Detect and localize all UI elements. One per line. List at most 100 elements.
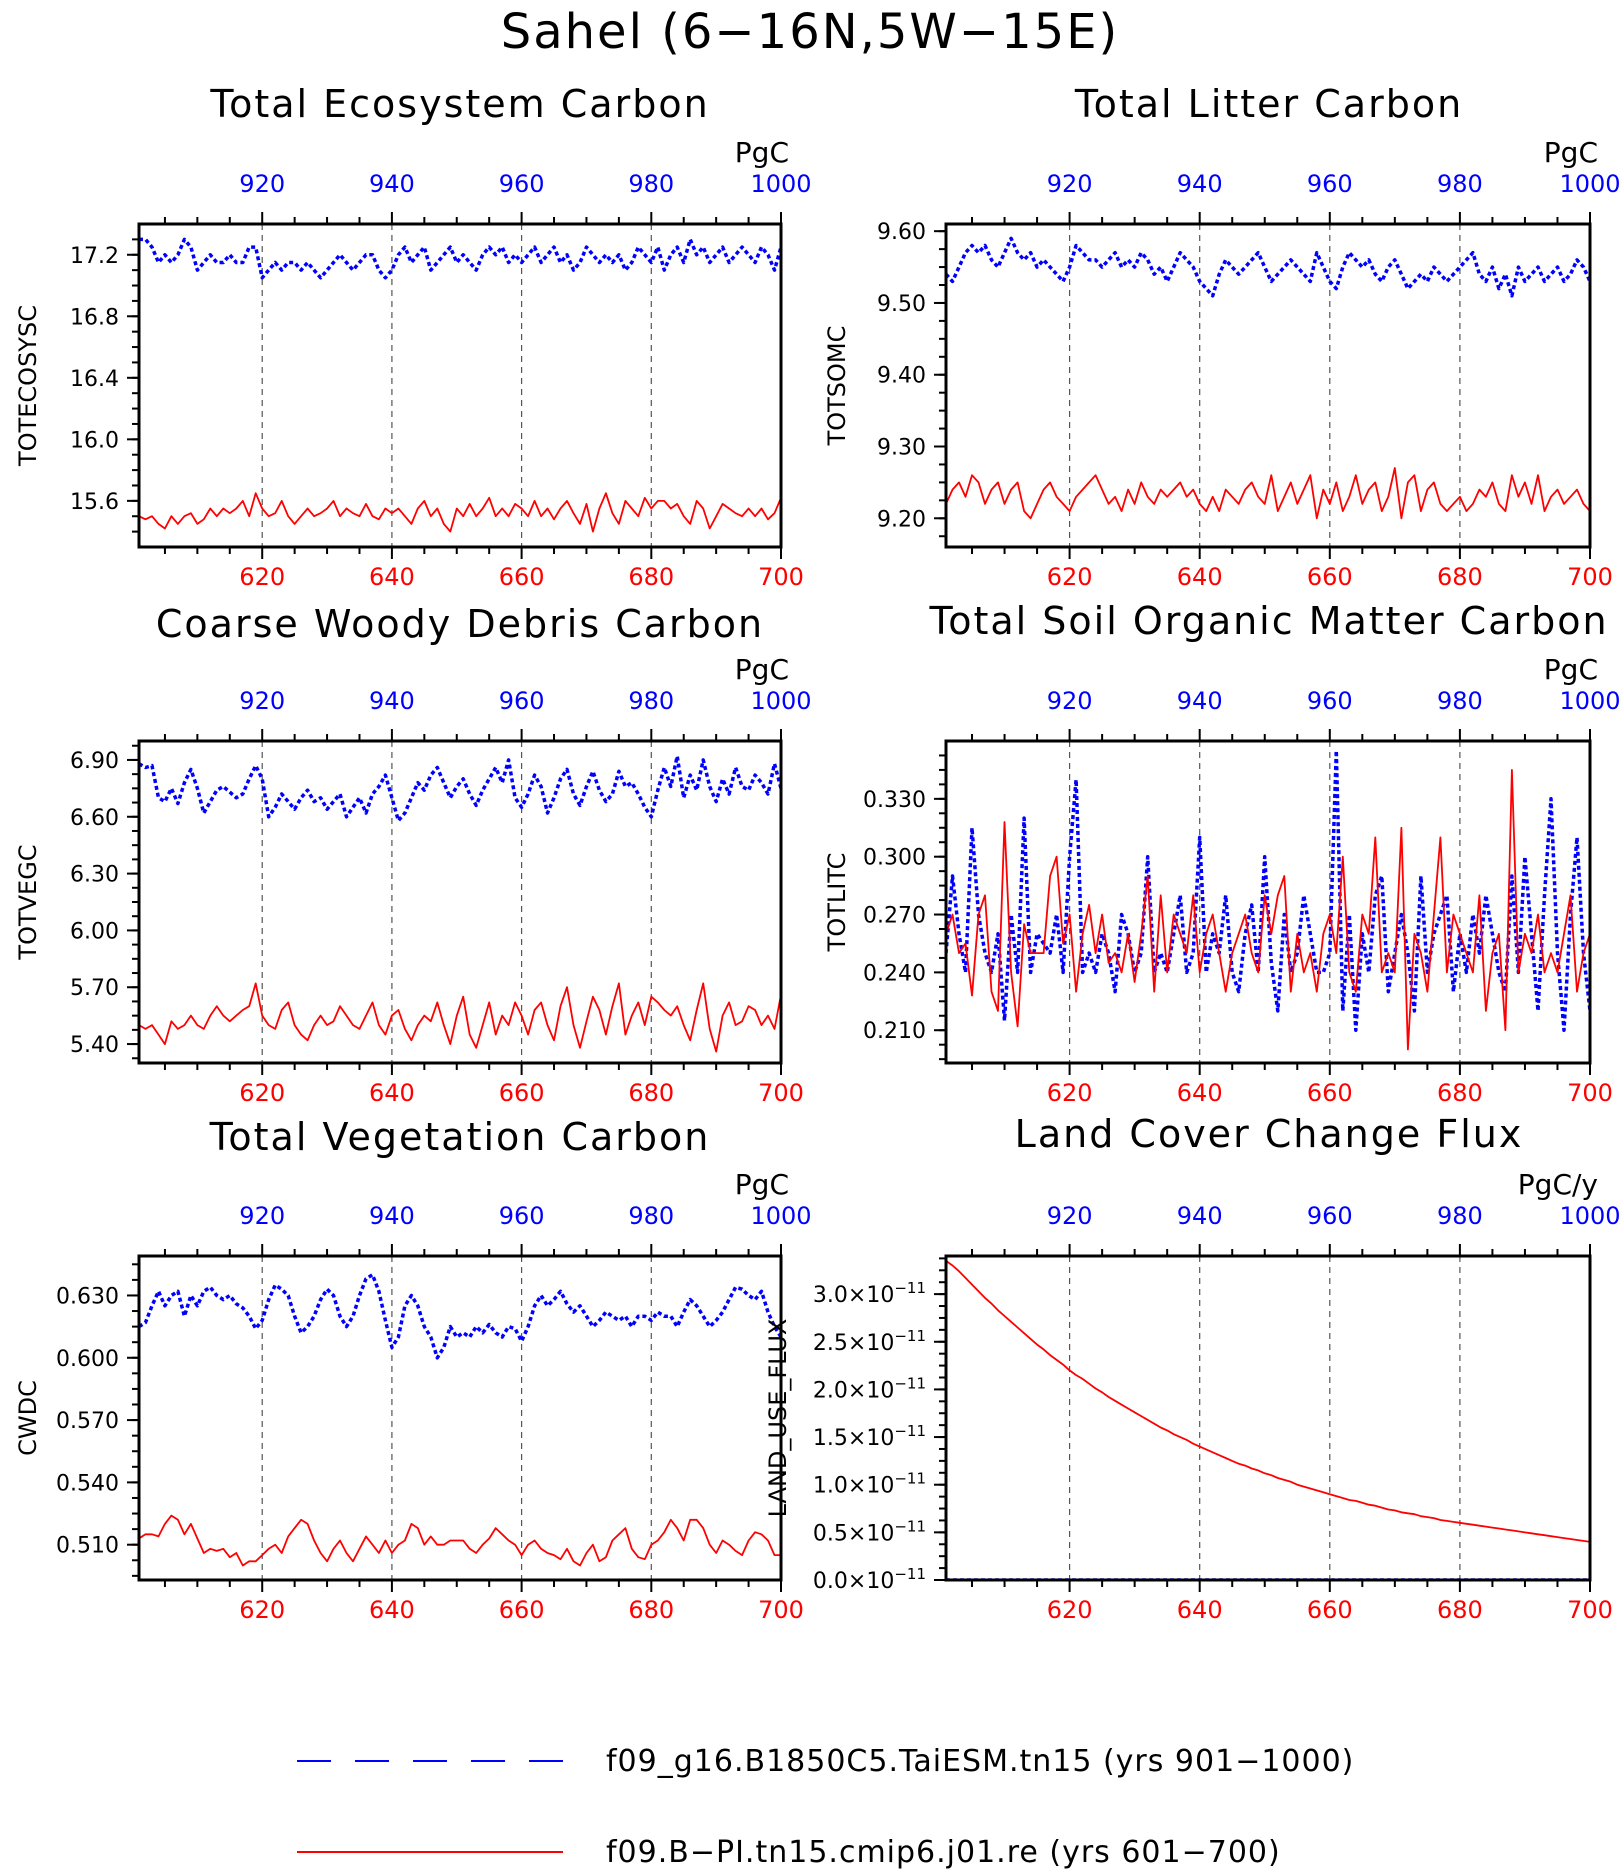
- top-tick-label: 920: [239, 687, 285, 715]
- bottom-tick-label: 700: [1567, 1596, 1613, 1624]
- y-tick-label: 0.510: [56, 1534, 119, 1559]
- y-tick-label: 9.60: [877, 220, 926, 245]
- panel-totsomc: Total Soil Organic Matter Carbon PgC 920 94…: [823, 136, 1620, 643]
- y-axis-label: TOTLITC: [823, 853, 851, 953]
- y-axis-label: TOTSOMC: [823, 326, 851, 447]
- series-group: [946, 748, 1590, 1051]
- y-tick-label: 0.330: [863, 788, 926, 813]
- bottom-tick-label: 640: [369, 1079, 415, 1107]
- y-tick-label: 1.0×10−11: [813, 1470, 926, 1499]
- series-group: [139, 754, 781, 1053]
- panel-totvegc: Total Vegetation Carbon PgC 920 940 960 980 10…: [14, 653, 812, 1159]
- series-line-cmip6: [946, 467, 1590, 520]
- y-tick-label: 0.0×10−11: [813, 1565, 926, 1594]
- bottom-tick-label: 700: [758, 1596, 804, 1624]
- bottom-tick-label: 660: [1307, 563, 1353, 591]
- y-axis-label: TOTVEGC: [14, 844, 42, 960]
- bottom-tick-label: 660: [499, 1079, 545, 1107]
- bottom-tick-label: 640: [1177, 1079, 1223, 1107]
- bottom-tick-label: 620: [1047, 1596, 1093, 1624]
- plot-frame: [944, 739, 1592, 1065]
- top-tick-label: 960: [1307, 170, 1353, 198]
- y-tick-label: 16.8: [70, 305, 119, 330]
- legend-label-1: f09.B−PI.tn15.cmip6.j01.re (yrs 601−700): [606, 1835, 1281, 1869]
- bottom-tick-label: 680: [628, 563, 674, 591]
- y-tick-label: 2.5×10−11: [813, 1327, 926, 1356]
- bottom-tick-label: 680: [1437, 1079, 1483, 1107]
- y-tick-label: 5.70: [70, 976, 119, 1001]
- y-tick-label: 0.540: [56, 1471, 119, 1496]
- series-group: [139, 1272, 781, 1567]
- series-group: [946, 236, 1590, 520]
- y-tick-label: 6.00: [70, 919, 119, 944]
- top-tick-label: 960: [499, 687, 545, 715]
- panel-title: Coarse Woody Debris Carbon: [156, 602, 764, 646]
- plot-frame: [944, 222, 1592, 549]
- series-group: [139, 237, 781, 533]
- top-tick-label: 940: [369, 1202, 415, 1230]
- y-tick-label: 6.30: [70, 863, 119, 888]
- y-tick-label: 0.210: [863, 1019, 926, 1044]
- top-tick-label: 940: [369, 687, 415, 715]
- plot-frame: [137, 222, 783, 549]
- top-tick-label: 980: [628, 687, 674, 715]
- top-tick-label: 960: [499, 1202, 545, 1230]
- y-tick-label: 3.0×10−11: [813, 1279, 926, 1308]
- bottom-tick-label: 640: [369, 563, 415, 591]
- y-tick-label: 17.2: [70, 244, 119, 269]
- series-line-taiesm: [139, 754, 781, 823]
- top-tick-label: 960: [1307, 687, 1353, 715]
- series-line-taiesm: [139, 1272, 781, 1360]
- top-tick-label: 920: [1047, 1202, 1093, 1230]
- panel-title: Land Cover Change Flux: [1015, 1112, 1524, 1156]
- y-tick-label: 6.90: [70, 749, 119, 774]
- y-tick-label: 0.570: [56, 1409, 119, 1434]
- bottom-tick-label: 660: [1307, 1596, 1353, 1624]
- bottom-tick-label: 700: [1567, 1079, 1613, 1107]
- y-tick-label: 16.0: [70, 428, 119, 453]
- series-line-cmip6: [139, 982, 781, 1053]
- top-tick-label: 1000: [750, 687, 811, 715]
- bottom-tick-label: 640: [369, 1596, 415, 1624]
- y-tick-label: 0.5×10−11: [813, 1517, 926, 1546]
- panel-cwdc: Coarse Woody Debris Carbon PgC 920 940 960 98…: [14, 602, 812, 1624]
- plot-frame: [137, 1254, 783, 1582]
- top-tick-label: 920: [1047, 170, 1093, 198]
- bottom-tick-label: 620: [239, 563, 285, 591]
- bottom-tick-label: 640: [1177, 1596, 1223, 1624]
- y-tick-label: 9.20: [877, 507, 926, 532]
- bottom-tick-label: 680: [1437, 563, 1483, 591]
- top-tick-label: 980: [1437, 1202, 1483, 1230]
- bottom-tick-label: 620: [239, 1596, 285, 1624]
- units-label: PgC/y: [1518, 1168, 1598, 1201]
- top-tick-label: 940: [369, 170, 415, 198]
- top-tick-label: 1000: [1559, 687, 1620, 715]
- top-tick-label: 980: [628, 1202, 674, 1230]
- top-tick-label: 980: [1437, 687, 1483, 715]
- y-tick-label: 6.60: [70, 806, 119, 831]
- series-line-cmip6: [139, 492, 781, 533]
- units-label: PgC: [1544, 653, 1598, 686]
- series-line-taiesm: [946, 748, 1590, 1032]
- bottom-tick-label: 700: [758, 1079, 804, 1107]
- y-axis-label: LAND_USE_FLUX: [764, 1319, 792, 1518]
- units-label: PgC: [735, 136, 789, 169]
- panel-title: Total Vegetation Carbon: [209, 1115, 711, 1159]
- y-tick-label: 15.6: [70, 490, 119, 515]
- bottom-tick-label: 660: [499, 1596, 545, 1624]
- top-tick-label: 940: [1177, 1202, 1223, 1230]
- bottom-tick-label: 620: [1047, 1079, 1093, 1107]
- top-tick-label: 1000: [750, 1202, 811, 1230]
- panel-title: Total Litter Carbon: [1074, 82, 1463, 126]
- bottom-tick-label: 660: [1307, 1079, 1353, 1107]
- y-tick-label: 2.0×10−11: [813, 1374, 926, 1403]
- y-tick-label: 9.50: [877, 292, 926, 317]
- top-tick-label: 980: [1437, 170, 1483, 198]
- y-tick-label: 0.240: [863, 961, 926, 986]
- series-line-taiesm: [946, 236, 1590, 298]
- series-line-taiesm: [139, 237, 781, 280]
- units-label: PgC: [735, 1168, 789, 1201]
- top-tick-label: 1000: [750, 170, 811, 198]
- panel-land_use_flux: Land Cover Change Flux PgC/y 920 940 960 980 1…: [764, 1112, 1620, 1624]
- y-axis-label: TOTECOSYSC: [14, 305, 42, 467]
